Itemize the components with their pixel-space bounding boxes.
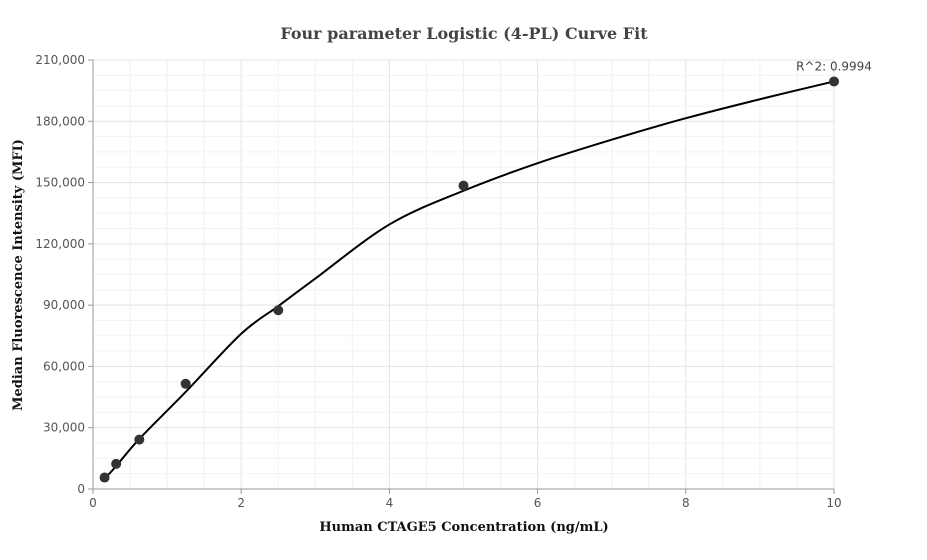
x-tick-label: 0 xyxy=(89,496,97,510)
y-axis-label: Median Fluorescence Intensity (MFI) xyxy=(11,139,26,411)
x-tick-label: 10 xyxy=(826,496,841,510)
data-point xyxy=(273,305,284,316)
y-tick-label: 30,000 xyxy=(43,421,85,435)
x-tick-label: 8 xyxy=(682,496,690,510)
fit-curve xyxy=(103,80,835,480)
r-squared-annotation: R^2: 0.9994 xyxy=(796,59,872,73)
data-point xyxy=(111,458,122,469)
y-tick-label: 210,000 xyxy=(35,53,85,67)
axes xyxy=(92,60,834,490)
data-point xyxy=(829,76,839,87)
y-tick-label: 150,000 xyxy=(35,176,85,190)
x-tick-label: 2 xyxy=(237,496,245,510)
x-tick-label: 6 xyxy=(534,496,542,510)
data-point xyxy=(180,378,191,389)
y-tick-label: 180,000 xyxy=(35,114,85,128)
data-points xyxy=(99,76,839,483)
data-point xyxy=(99,472,110,483)
y-tick-label: 0 xyxy=(77,482,85,496)
y-tick-label: 90,000 xyxy=(43,298,85,312)
y-tick-label: 120,000 xyxy=(35,237,85,251)
y-tick-label: 60,000 xyxy=(43,359,85,373)
data-point xyxy=(458,180,469,191)
y-ticks: 0 30,000 60,000 90,000 120,000 150,000 180,000… xyxy=(35,53,93,496)
grid xyxy=(92,59,835,490)
data-point xyxy=(134,434,145,445)
chart-title: Four parameter Logistic (4-PL) Curve Fit xyxy=(280,24,648,43)
x-ticks: 0 2 4 6 8 10 xyxy=(89,489,842,510)
x-tick-label: 4 xyxy=(386,496,394,510)
x-axis-label: Human CTAGE5 Concentration (ng/mL) xyxy=(319,520,608,535)
